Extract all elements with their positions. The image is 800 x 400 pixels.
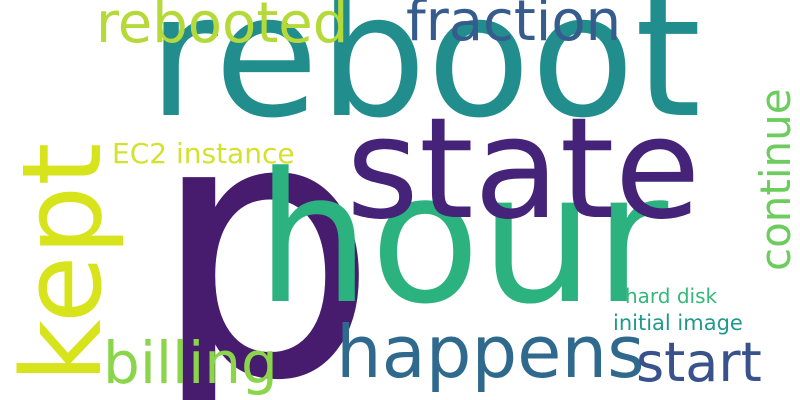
word-state: state [346,88,701,251]
word-ec2-instance: EC2 instance [112,137,295,170]
word-initial-image: initial image [613,311,743,335]
word-rebooted: rebooted [96,0,349,56]
word-continue: continue [751,88,800,271]
word-fraction: fraction [406,0,622,54]
word-billing: billing [103,329,278,397]
word-hour: hour [256,135,669,344]
word-happens: happens [336,310,645,394]
word-start: start [636,331,762,394]
word-reboot: reboot [148,0,702,156]
word-hard-disk: hard disk [625,284,718,308]
word-kept: kept [0,142,126,383]
word-p: p [150,40,379,400]
